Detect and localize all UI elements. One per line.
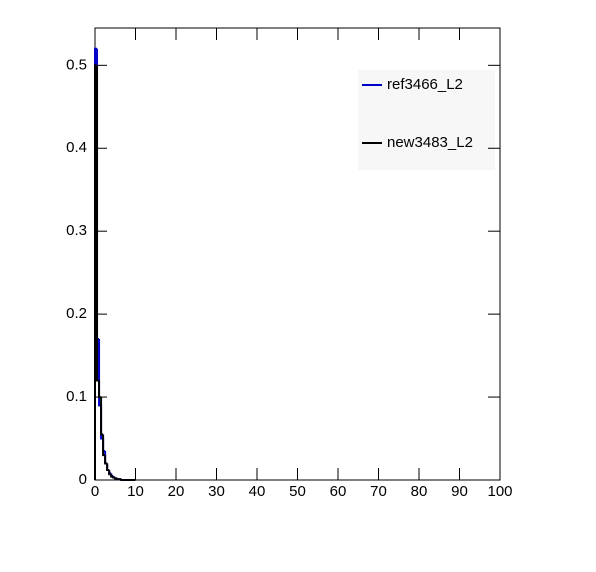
y-tick-label: 0.3 xyxy=(66,222,87,239)
histogram-step xyxy=(104,455,108,465)
histogram-step xyxy=(120,479,124,481)
x-tick-label: 50 xyxy=(289,483,306,500)
x-tick-label: 80 xyxy=(411,483,428,500)
x-tick-label: 0 xyxy=(91,483,99,500)
y-tick-label: 0.5 xyxy=(66,56,87,73)
x-tick-label: 90 xyxy=(451,483,468,500)
legend-label: ref3466_L2 xyxy=(387,76,463,93)
x-tick-label: 10 xyxy=(127,483,144,500)
histogram-step xyxy=(100,397,104,436)
histogram-step xyxy=(106,463,110,472)
x-tick-label: 60 xyxy=(330,483,347,500)
histogram-step xyxy=(102,434,106,457)
histogram-step xyxy=(98,380,102,399)
x-tick-label: 100 xyxy=(487,483,512,500)
x-tick-label: 20 xyxy=(168,483,185,500)
x-tick-label: 70 xyxy=(370,483,387,500)
histogram-step xyxy=(108,470,112,476)
y-tick-label: 0.1 xyxy=(66,388,87,405)
x-tick-label: 30 xyxy=(208,483,225,500)
y-tick-label: 0 xyxy=(79,471,87,488)
histogram-step xyxy=(96,65,100,382)
legend-box xyxy=(358,70,495,170)
legend-label: new3483_L2 xyxy=(387,134,473,151)
y-tick-label: 0.4 xyxy=(66,139,87,156)
y-tick-label: 0.2 xyxy=(66,305,87,322)
histogram-step xyxy=(116,478,120,481)
x-tick-label: 40 xyxy=(249,483,266,500)
histogram-step xyxy=(112,476,116,479)
histogram-step xyxy=(114,477,118,480)
